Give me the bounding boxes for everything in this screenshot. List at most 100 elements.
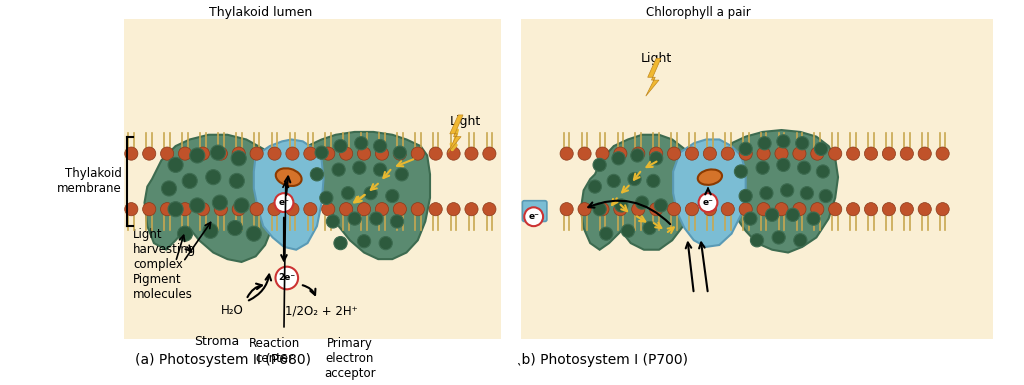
Circle shape [310,168,324,181]
Circle shape [900,147,913,160]
Circle shape [232,203,246,216]
Circle shape [613,147,627,160]
Circle shape [322,203,335,216]
Circle shape [811,147,824,160]
Circle shape [211,145,225,160]
Circle shape [807,212,820,225]
Circle shape [647,174,659,187]
Circle shape [760,187,773,200]
Circle shape [775,147,788,160]
Circle shape [919,203,932,216]
Circle shape [234,198,249,213]
Circle shape [206,170,221,185]
Circle shape [596,203,609,216]
Circle shape [819,189,833,203]
Circle shape [168,157,183,172]
Circle shape [348,212,361,225]
Circle shape [304,203,317,216]
Circle shape [227,221,243,236]
Circle shape [142,147,156,160]
Circle shape [286,203,299,216]
Circle shape [341,187,354,200]
Text: Light: Light [641,52,672,65]
Circle shape [703,203,717,216]
Circle shape [334,139,347,153]
Circle shape [847,147,860,160]
Circle shape [340,147,352,160]
Circle shape [319,191,333,204]
Circle shape [357,147,371,160]
Circle shape [412,203,424,216]
Circle shape [801,187,813,200]
Circle shape [395,168,409,181]
Circle shape [668,203,681,216]
Text: e⁻: e⁻ [528,212,539,221]
Circle shape [334,236,347,250]
Circle shape [632,147,645,160]
Circle shape [786,208,800,221]
Circle shape [864,203,878,216]
Circle shape [828,147,842,160]
Circle shape [632,203,645,216]
Circle shape [766,208,778,221]
Circle shape [250,203,263,216]
Text: Thylakoid
membrane: Thylakoid membrane [57,167,122,195]
Circle shape [775,203,788,216]
Circle shape [231,151,246,166]
Circle shape [393,147,407,160]
Circle shape [232,147,246,160]
Circle shape [612,152,625,165]
Text: (b) Photosystem I (P700): (b) Photosystem I (P700) [516,353,688,367]
Circle shape [847,203,860,216]
Circle shape [936,203,949,216]
Text: Light
harvesting
complex: Light harvesting complex [133,228,197,271]
Circle shape [703,147,717,160]
Circle shape [600,227,612,240]
Circle shape [178,203,191,216]
Circle shape [357,203,371,216]
Circle shape [370,212,383,225]
Circle shape [578,203,591,216]
Circle shape [524,207,543,226]
Circle shape [376,147,388,160]
Circle shape [482,147,496,160]
Circle shape [636,196,648,209]
Circle shape [268,147,282,160]
Circle shape [739,142,753,156]
Circle shape [429,203,442,216]
Circle shape [250,147,263,160]
Circle shape [816,165,829,178]
Circle shape [794,234,807,247]
Circle shape [197,147,210,160]
Circle shape [393,203,407,216]
Circle shape [162,181,176,196]
Circle shape [465,147,478,160]
Circle shape [212,195,227,210]
Circle shape [386,189,399,203]
Circle shape [275,267,298,289]
Circle shape [780,184,794,197]
Text: Primary
electron
acceptor: Primary electron acceptor [325,337,376,380]
Circle shape [268,203,282,216]
Circle shape [274,193,294,212]
Circle shape [390,215,403,228]
FancyBboxPatch shape [501,0,521,363]
Circle shape [203,223,218,238]
Polygon shape [727,130,838,253]
Circle shape [613,203,627,216]
Circle shape [743,212,757,225]
Circle shape [365,187,377,200]
Circle shape [357,234,371,248]
Circle shape [811,203,824,216]
Circle shape [757,147,770,160]
Ellipse shape [275,168,302,186]
Text: Pigment
molecules: Pigment molecules [133,273,194,301]
Text: H₂O: H₂O [221,305,244,318]
Circle shape [189,198,205,213]
Text: e⁻: e⁻ [702,198,714,207]
Circle shape [721,203,734,216]
Circle shape [596,147,609,160]
Circle shape [883,203,896,216]
Circle shape [883,147,896,160]
Text: Light: Light [450,115,480,128]
